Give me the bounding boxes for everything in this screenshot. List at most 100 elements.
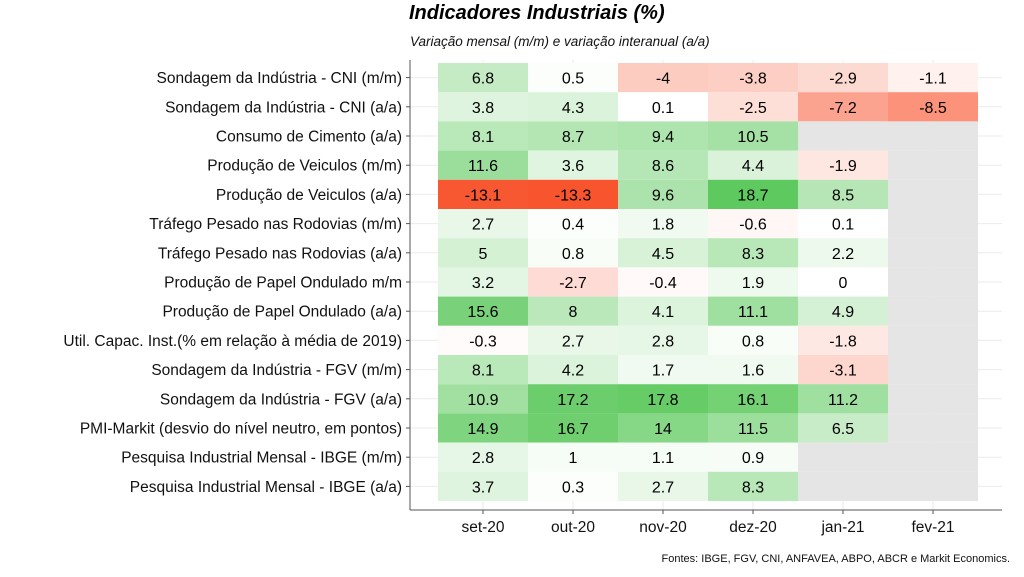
heatmap-cell (438, 471, 528, 501)
heatmap-cell (528, 471, 618, 501)
heatmap-cell (528, 296, 618, 326)
row-label: Util. Capac. Inst.(% em relação à média … (63, 333, 402, 350)
heatmap-cell (618, 267, 708, 297)
heatmap-cell (798, 209, 888, 239)
heatmap-cell (888, 238, 978, 268)
heatmap-cell (798, 63, 888, 93)
cell-value: -1.1 (919, 71, 947, 88)
cell-value: 4.9 (832, 304, 854, 321)
cell-value: 1.7 (652, 363, 674, 380)
heatmap-cell (438, 442, 528, 472)
cell-value: 14.9 (467, 421, 498, 438)
heatmap-cell (708, 471, 798, 501)
heatmap-cell (708, 296, 798, 326)
heatmap-cell (798, 413, 888, 443)
row-label: Sondagem da Indústria - CNI (a/a) (165, 99, 402, 116)
cell-value: 4.5 (652, 246, 674, 263)
heatmap-cell (438, 384, 528, 414)
cell-value: -0.3 (469, 333, 497, 350)
heatmap-cell (888, 471, 978, 501)
heatmap-cell (708, 150, 798, 180)
heatmap-cell (438, 63, 528, 93)
cell-value: 17.2 (557, 392, 588, 409)
cell-value: 11.1 (738, 304, 768, 321)
heatmap-cell (708, 238, 798, 268)
cell-value: 4.3 (562, 100, 584, 117)
heatmap-cell (888, 442, 978, 472)
heatmap-cell (798, 150, 888, 180)
cell-value: 9.6 (652, 187, 674, 204)
heatmap-cell (528, 267, 618, 297)
heatmap-cell (618, 150, 708, 180)
heatmap-cell (708, 179, 798, 209)
heatmap-cell (708, 413, 798, 443)
column-label: dez-20 (729, 519, 777, 536)
heatmap-cell (618, 179, 708, 209)
heatmap-cell (528, 209, 618, 239)
cell-value: 16.1 (737, 392, 768, 409)
heatmap-cell (618, 63, 708, 93)
heatmap-cell (438, 355, 528, 385)
column-label: out-20 (551, 519, 595, 536)
row-label: Tráfego Pesado nas Rodovias (a/a) (158, 245, 402, 262)
cell-value: 14 (654, 421, 672, 438)
heatmap-cell (888, 121, 978, 151)
cell-value: -2.7 (559, 275, 587, 292)
row-label: Produção de Papel Ondulado (a/a) (162, 304, 402, 321)
heatmap-cell (438, 121, 528, 151)
cell-value: 8 (569, 304, 578, 321)
heatmap-cell (438, 150, 528, 180)
cell-value: 2.8 (472, 450, 494, 467)
heatmap-cell (438, 209, 528, 239)
heatmap-cell (438, 179, 528, 209)
row-label: Produção de Veiculos (a/a) (216, 187, 402, 204)
cell-value: 2.7 (562, 333, 584, 350)
cell-value: 2.8 (652, 333, 674, 350)
cell-value: 18.7 (737, 187, 768, 204)
row-label: Sondagem da Indústria - FGV (m/m) (151, 362, 402, 379)
heatmap-cell (708, 355, 798, 385)
cell-value: 8.7 (562, 129, 584, 146)
cell-value: 17.8 (647, 392, 678, 409)
heatmap-cell (528, 384, 618, 414)
cell-value: 8.5 (832, 187, 854, 204)
heatmap-cell (888, 92, 978, 122)
cell-value: 8.1 (472, 363, 494, 380)
cell-value: -2.9 (829, 71, 857, 88)
cell-value: -3.1 (829, 363, 857, 380)
cell-value: 0.1 (652, 100, 674, 117)
cell-value: 0.3 (562, 479, 584, 496)
row-label: Sondagem da Indústria - CNI (m/m) (156, 70, 402, 87)
cell-value: -13.1 (465, 187, 502, 204)
heatmap-cell (618, 355, 708, 385)
heatmap-cell (438, 296, 528, 326)
heatmap-cell (438, 325, 528, 355)
cell-value: 11.5 (738, 421, 768, 438)
heatmap-cell (708, 442, 798, 472)
heatmap-cell (888, 63, 978, 93)
heatmap-cell (708, 384, 798, 414)
column-label: fev-21 (911, 519, 954, 536)
heatmap-cell (708, 121, 798, 151)
cell-value: 8.3 (742, 479, 764, 496)
cell-value: 0.1 (832, 217, 854, 234)
cell-value: 2.2 (832, 246, 854, 263)
heatmap-cell (528, 238, 618, 268)
cell-value: 1 (569, 450, 578, 467)
cell-value: -7.2 (829, 100, 857, 117)
heatmap-cell (798, 121, 888, 151)
heatmap-cell (888, 179, 978, 209)
cell-value: 0.8 (742, 333, 764, 350)
heatmap-cell (618, 92, 708, 122)
heatmap-cell (798, 92, 888, 122)
cell-value: 4.4 (742, 158, 764, 175)
heatmap-cell (708, 63, 798, 93)
cell-value: -1.9 (829, 158, 857, 175)
cell-value: -0.6 (739, 217, 767, 234)
heatmap-cell (528, 442, 618, 472)
chart-subtitle: Variação mensal (m/m) e variação interan… (410, 34, 710, 49)
heatmap-cell (798, 325, 888, 355)
cell-value: 10.9 (467, 392, 498, 409)
cell-value: -8.5 (919, 100, 947, 117)
